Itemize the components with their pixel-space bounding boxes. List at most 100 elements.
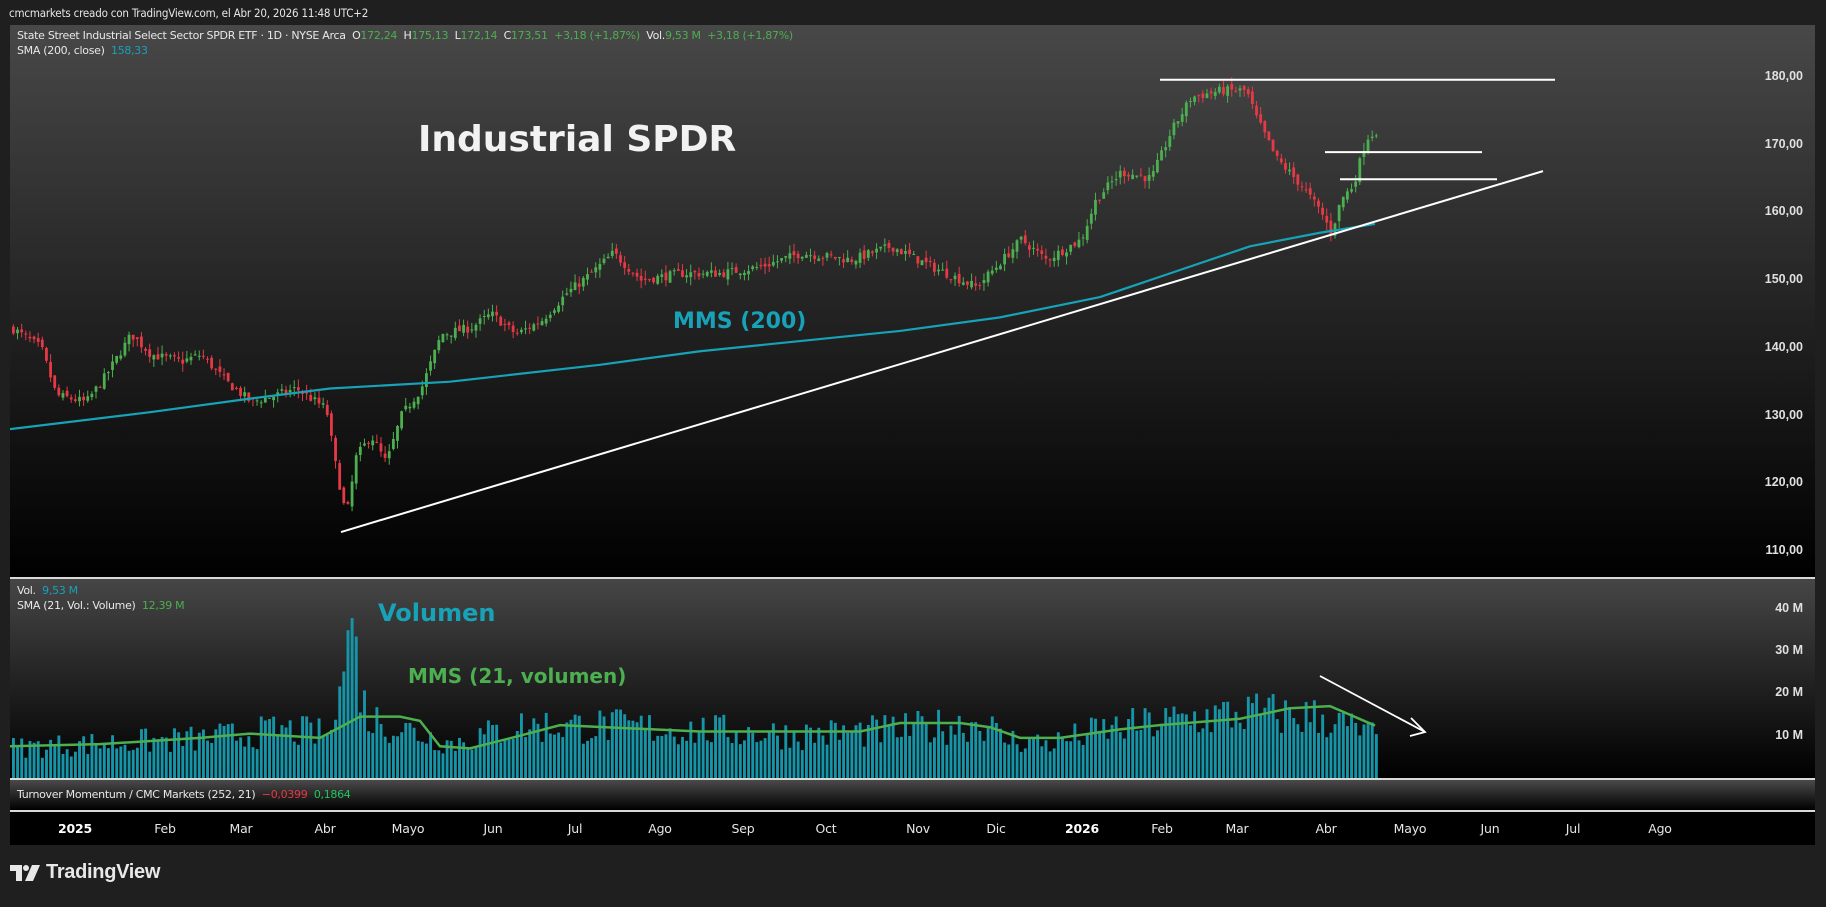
candle [189, 356, 193, 361]
sma21-legend: SMA (21, Vol.: Volume) 12,39 M [17, 599, 185, 612]
candle [119, 355, 123, 359]
pane-divider[interactable] [10, 778, 1815, 780]
volume-bar [226, 724, 230, 778]
candle [201, 355, 205, 357]
candle [1275, 150, 1279, 156]
candle [838, 257, 841, 259]
candle [1106, 182, 1110, 191]
volume-bar [354, 636, 358, 778]
candle [573, 282, 577, 291]
time-axis-label: Dic [986, 821, 1006, 836]
volume-pane[interactable]: Vol. 9,53 M SMA (21, Vol.: Volume) 12,39… [10, 579, 1815, 778]
candle [957, 273, 961, 284]
candle [796, 253, 800, 259]
chart-frame[interactable]: State Street Industrial Select Sector SP… [10, 25, 1815, 845]
volume-bar [1354, 722, 1358, 778]
candle [784, 256, 788, 258]
candle [1263, 120, 1267, 133]
volume-bar [1089, 717, 1093, 778]
volume-change-value: +3,18 (+1,87%) [707, 29, 793, 42]
candle [86, 396, 90, 401]
volume-bar [1011, 730, 1015, 778]
volume-bar [1102, 719, 1106, 778]
time-axis-label: Mayo [1393, 821, 1427, 836]
chart-caption: cmcmarkets creado con TradingView.com, e… [9, 6, 369, 20]
volume-bar [792, 730, 796, 778]
candle [1094, 199, 1097, 215]
candle [924, 257, 928, 263]
candle [218, 366, 222, 372]
candle [544, 318, 548, 324]
tradingview-logo[interactable]: TradingView [10, 861, 160, 884]
candle [127, 334, 131, 345]
price-chart[interactable] [10, 25, 1815, 577]
volume-bar [65, 749, 69, 778]
candle [540, 321, 544, 325]
candle [722, 272, 726, 277]
candle [1143, 176, 1147, 182]
volume-bar [891, 716, 895, 778]
candle [1242, 85, 1246, 90]
candle [247, 392, 251, 401]
volume-chart[interactable] [10, 579, 1815, 778]
volume-bar [164, 737, 168, 778]
candle [160, 353, 164, 358]
volume-bar [148, 751, 152, 778]
open-value: 172,24 [360, 29, 398, 42]
candle [1036, 248, 1040, 251]
candle [966, 281, 969, 285]
volume-bar [197, 732, 201, 778]
volume-bar [168, 751, 172, 778]
pane-divider[interactable] [10, 577, 1815, 579]
volume-bar [358, 712, 362, 778]
candle [1317, 200, 1320, 207]
volume-bar [259, 716, 263, 778]
volume-bar [152, 737, 156, 778]
candle [148, 349, 152, 357]
volume-bar [78, 741, 81, 778]
candle [263, 397, 267, 403]
turnover-pane[interactable]: Turnover Momentum / CMC Markets (252, 21… [10, 780, 1815, 810]
candle [1350, 189, 1353, 192]
candle [932, 262, 936, 272]
volume-bar [98, 748, 102, 778]
candle [1374, 135, 1378, 137]
volume-bar [131, 749, 135, 778]
volume-bar [57, 735, 61, 778]
candle [1284, 163, 1287, 170]
volume-bar [363, 690, 366, 778]
candle [437, 340, 441, 351]
candle [1044, 255, 1048, 259]
volume-bar [627, 720, 631, 778]
candle [1184, 102, 1188, 117]
candle [106, 372, 110, 374]
candle [350, 481, 354, 507]
candle [1172, 122, 1176, 136]
volume-bar [449, 740, 453, 778]
candle [986, 271, 990, 283]
volume-bar [1027, 737, 1031, 778]
candle [379, 443, 383, 452]
volume-bar [966, 741, 969, 778]
volume-bar [693, 742, 697, 778]
candle [1019, 236, 1023, 240]
volume-bar [317, 718, 321, 778]
turnover-legend: Turnover Momentum / CMC Markets (252, 21… [17, 788, 351, 801]
candle [1267, 131, 1271, 141]
candle [259, 402, 263, 404]
candle [734, 267, 738, 273]
time-axis[interactable]: 2025 Feb Mar Abr Mayo Jun Jul Ago Sep Oct Nov Dic 20… [10, 812, 1815, 845]
candle [1197, 95, 1201, 97]
price-pane[interactable]: State Street Industrial Select Sector SP… [10, 25, 1815, 577]
candle [383, 453, 387, 458]
candle [598, 263, 602, 270]
volume-bar [569, 719, 573, 778]
candle [82, 396, 86, 401]
time-axis-label: Nov [906, 821, 930, 836]
volume-bar [825, 744, 829, 778]
candle [495, 311, 499, 316]
candle [623, 262, 627, 268]
volume-bar [1168, 716, 1172, 778]
candle [648, 279, 651, 281]
volume-bar [726, 737, 730, 778]
